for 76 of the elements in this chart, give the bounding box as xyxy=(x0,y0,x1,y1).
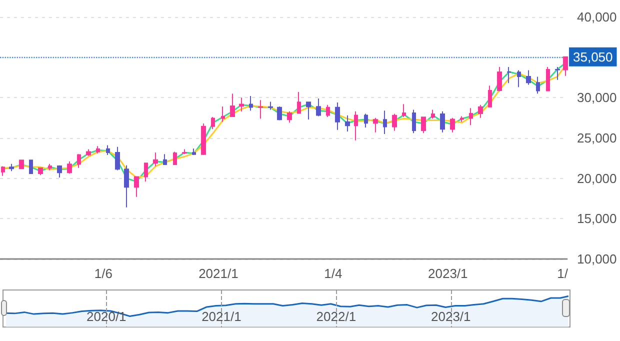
candlestick xyxy=(478,104,483,118)
x-tick-label: 2020/1 xyxy=(86,309,126,324)
candlestick xyxy=(488,85,492,108)
candlestick xyxy=(249,96,253,112)
candlestick xyxy=(1,166,5,176)
candlestick xyxy=(316,98,321,117)
candlestick xyxy=(192,148,196,156)
candlestick xyxy=(373,117,378,133)
candlestick xyxy=(335,102,340,130)
candlestick xyxy=(469,108,473,126)
candlestick xyxy=(450,117,455,133)
x-tick-label: 1/6 xyxy=(94,266,112,281)
candlestick xyxy=(9,163,14,172)
candlestick xyxy=(163,154,167,166)
candlestick xyxy=(546,66,550,92)
candlestick xyxy=(507,66,511,84)
y-tick-label: 25,000 xyxy=(577,130,617,146)
candlestick xyxy=(421,116,426,134)
candlestick xyxy=(124,164,129,208)
x-tick-label: 2021/1 xyxy=(198,266,238,281)
candlestick xyxy=(57,164,62,178)
candlestick xyxy=(297,92,301,114)
candlestick xyxy=(230,93,235,118)
candlestick xyxy=(517,70,521,88)
x-tick-label: 2023/1 xyxy=(430,309,471,324)
candlestick xyxy=(563,56,568,76)
candlestick xyxy=(555,66,560,80)
candlestick xyxy=(402,104,406,118)
candlestick xyxy=(201,122,206,156)
candlestick xyxy=(48,163,52,171)
y-tick-label: 20,000 xyxy=(577,170,617,186)
candlestick xyxy=(67,160,72,174)
candlestick xyxy=(268,101,273,110)
candlestick xyxy=(77,154,81,168)
candlestick xyxy=(354,110,358,141)
candlestick xyxy=(134,176,139,198)
candlestick xyxy=(326,104,330,118)
x-tick-label: 2023/1 xyxy=(428,266,468,281)
candlestick xyxy=(29,159,33,174)
candlestick xyxy=(460,116,464,122)
candlestick xyxy=(106,144,110,156)
ref-line-label: 35,050 xyxy=(573,49,613,64)
y-tick-label: 15,000 xyxy=(577,211,617,226)
candlestick xyxy=(526,70,531,86)
candlestick xyxy=(19,159,24,170)
candlestick xyxy=(153,152,158,167)
candlestick xyxy=(364,113,368,128)
candlestick xyxy=(536,76,540,94)
y-tick-label: 40,000 xyxy=(577,10,617,24)
candlestick xyxy=(431,109,435,120)
candlestick xyxy=(144,162,148,182)
x-tick-label: 2021/1 xyxy=(202,309,242,324)
candlestick xyxy=(38,167,43,176)
candlestick xyxy=(239,97,244,112)
x-tick-label: 1/4 xyxy=(324,266,342,281)
candlestick xyxy=(306,101,311,120)
y-tick-label: 30,000 xyxy=(577,90,617,106)
candlestick xyxy=(182,148,187,155)
candlestick xyxy=(173,151,177,166)
candlestick xyxy=(221,106,225,122)
candlestick xyxy=(440,110,445,133)
candlestick xyxy=(383,110,387,134)
candlestick xyxy=(258,100,263,120)
candlestick xyxy=(412,109,416,134)
candlestick xyxy=(211,116,215,130)
candlestick xyxy=(497,66,502,92)
candlestick xyxy=(96,146,100,154)
candlestick xyxy=(392,113,397,132)
candlestick xyxy=(86,148,91,156)
x-tick-label: 1/ xyxy=(557,266,568,281)
y-tick-label: 10,000 xyxy=(577,252,617,266)
candlestick xyxy=(287,110,292,124)
candlestick xyxy=(277,106,282,121)
x-tick-label: 2022/1 xyxy=(316,309,356,324)
candlestick xyxy=(345,114,350,132)
candlestick xyxy=(115,146,120,171)
